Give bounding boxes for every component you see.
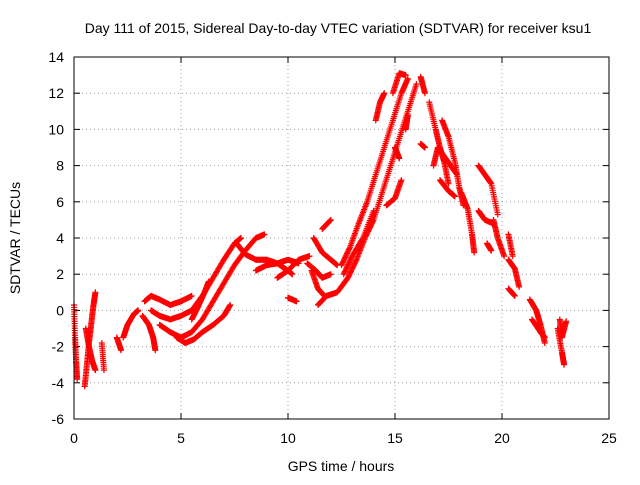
y-tick-label: 4 [56,230,64,246]
data-point-arc15 [306,253,313,260]
data-point-arc46 [563,318,570,325]
y-axis-label: SDTVAR / TECUs [7,182,23,294]
y-tick-label: 14 [48,49,64,65]
x-tick-label: 5 [177,430,185,446]
data-point-arc25 [381,90,388,97]
data-point-arc17 [327,271,334,278]
data-layer [71,70,570,390]
data-point-arc12 [205,278,212,285]
x-axis-label: GPS time / hours [288,458,395,474]
x-tick-label: 0 [70,430,78,446]
data-point-arc39 [488,247,495,254]
data-point-arc7 [152,347,159,354]
data-point-arc35 [471,249,478,256]
data-point-arc21 [413,81,420,88]
data-point-arc26 [396,155,403,162]
data-point-arc41 [516,283,523,290]
data-point-arc2 [92,289,99,296]
data-point-arc6 [135,307,142,314]
data-point-arc30 [421,144,428,151]
data-point-arc29 [421,90,428,97]
grid-layer [74,57,609,419]
data-point-arc22 [404,75,411,82]
data-point-arc4 [100,367,107,374]
data-point-arc34 [451,193,458,200]
data-point-arc1 [74,376,81,383]
data-point-arc31 [445,180,452,187]
y-tick-label: 6 [56,194,64,210]
data-point-arc40 [509,253,516,260]
data-point-arc24 [398,177,405,184]
data-point-arc28 [404,111,411,118]
y-tick-label: 10 [48,121,64,137]
data-point-arc45 [561,361,568,368]
data-point-arc18 [327,217,334,224]
y-tick-label: -6 [52,411,65,427]
x-tick-label: 20 [494,430,510,446]
tick-layer: 0 5 10 15 20 25 -6 -4 -2 0 2 4 6 8 10 12 14 [48,49,617,446]
data-point-arc44 [541,334,548,341]
data-point-arc43 [541,339,548,346]
plot-frame [73,56,610,420]
data-point-arc16 [293,298,300,305]
data-point-arc8 [188,292,195,299]
x-tick-label: 15 [387,430,403,446]
data-point-arc18 [327,216,334,223]
data-point-arc9 [237,235,244,241]
data-point-arc10 [261,231,268,238]
y-tick-label: -4 [52,375,65,391]
y-tick-label: -2 [52,339,65,355]
y-tick-label: 8 [56,158,64,174]
y-tick-label: 12 [48,85,64,101]
data-point-arc18 [326,218,333,225]
data-point-arc23 [359,236,366,243]
data-point-arc13 [289,271,296,278]
data-point-arc22 [346,245,353,252]
y-tick-label: 2 [56,266,64,282]
data-point-arc36 [494,211,501,218]
chart-title: Day 111 of 2015, Sidereal Day-to-day VTE… [85,20,592,36]
y-tick-label: 0 [56,302,64,318]
data-point-arc5 [118,347,125,354]
data-point-arc21 [352,258,359,265]
data-point-arc23 [370,207,377,214]
x-tick-label: 10 [280,430,296,446]
data-point-arc27 [402,72,409,79]
data-point-arc3 [92,367,99,374]
x-tick-label: 25 [601,430,617,446]
data-point-arc11 [227,301,234,308]
data-point-arc38 [501,253,508,260]
data-point-arc42 [511,292,518,299]
